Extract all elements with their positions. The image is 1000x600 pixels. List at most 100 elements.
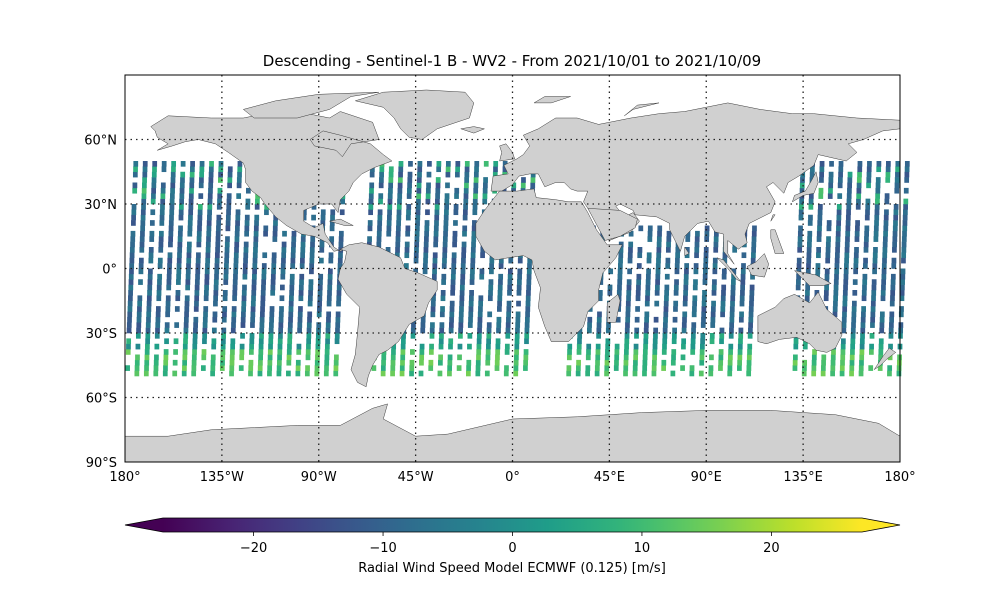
swath-cell <box>248 359 254 366</box>
swath-cell <box>409 370 414 377</box>
swath-cell <box>864 214 870 221</box>
swath-cell <box>264 204 270 210</box>
swath-cell <box>326 316 331 323</box>
swath-cell <box>817 209 823 216</box>
swath-cell <box>841 322 847 328</box>
swath-cell <box>329 225 335 232</box>
swath-cell <box>439 322 445 328</box>
swath-cell <box>714 230 719 237</box>
swath-cell <box>798 225 803 232</box>
swath-cell <box>258 349 264 355</box>
swath-cell <box>517 268 523 275</box>
swath-cell <box>626 284 632 291</box>
swath-cell <box>396 225 401 232</box>
swath-cell <box>136 322 142 328</box>
swath-cell <box>516 290 522 296</box>
swath-cell <box>425 209 430 216</box>
swath-cell <box>485 359 491 366</box>
swath-cell <box>604 359 610 366</box>
swath-cell <box>738 327 744 334</box>
swath-cell <box>127 311 133 318</box>
swath-cell <box>869 343 874 350</box>
swath-cell <box>410 333 416 339</box>
swath-cell <box>466 365 471 371</box>
swath-cell <box>230 349 235 355</box>
swath-cell <box>319 241 325 248</box>
land-iceland <box>460 126 486 134</box>
swath-cell <box>286 349 292 355</box>
swath-cell <box>396 214 402 221</box>
swath-cell <box>819 171 825 178</box>
swath-cell <box>825 257 831 264</box>
swath-cell <box>411 322 416 328</box>
swath-cell <box>871 295 876 302</box>
swath-cell <box>368 193 374 199</box>
swath-cell <box>473 187 479 194</box>
swath-cell <box>295 370 301 377</box>
swath-cell <box>501 187 507 194</box>
swath-cell <box>845 230 851 237</box>
swath-cell <box>244 220 250 226</box>
gridlines <box>125 75 900 462</box>
swath-cell <box>388 171 394 178</box>
swath-cell <box>155 327 160 334</box>
swath-cell <box>701 311 707 318</box>
swath-cell <box>399 370 405 377</box>
swath-cell <box>587 316 593 323</box>
swath-cell <box>655 273 661 280</box>
swath-cell <box>320 220 326 226</box>
swath-cell <box>815 268 821 275</box>
swath-cell <box>248 370 253 377</box>
swath-cell <box>170 171 176 178</box>
swath-cell <box>820 370 826 377</box>
swath-cell <box>464 161 470 167</box>
swath-cell <box>460 268 466 275</box>
swath-cell <box>849 359 855 366</box>
swath-cell <box>252 257 258 264</box>
swath-cell <box>886 161 891 167</box>
swath-cell <box>517 279 522 285</box>
swath-cell <box>426 171 432 178</box>
swath-cell <box>638 225 644 232</box>
swath-cell <box>189 182 195 189</box>
swath-cell <box>414 236 420 242</box>
swath-cell <box>160 204 165 210</box>
swath-cell <box>177 236 183 242</box>
swath-cell <box>243 257 248 264</box>
swath-cell <box>457 343 463 350</box>
swath-cell <box>480 247 486 253</box>
swath-cell <box>846 204 852 210</box>
swath-cell <box>634 327 640 334</box>
swath-cell <box>177 247 183 253</box>
swath-cell <box>416 187 422 194</box>
swath-cell <box>315 338 321 345</box>
swath-cell <box>404 247 410 253</box>
swath-cell <box>731 279 736 285</box>
swath-cell <box>455 166 460 173</box>
swath-cell <box>381 354 387 361</box>
swath-cell <box>137 306 142 312</box>
swath-cell <box>729 311 735 318</box>
swath-cell <box>643 333 649 339</box>
swath-cell <box>685 230 691 237</box>
swath-cell <box>904 171 910 178</box>
swath-cell <box>882 252 888 259</box>
swath-cell <box>720 306 726 312</box>
swath-cell <box>239 349 245 355</box>
swath-cell <box>694 247 700 253</box>
swath-cell <box>434 214 440 221</box>
land-sri-lanka <box>684 246 690 257</box>
swath-cell <box>432 252 438 259</box>
swath-cell <box>413 252 419 259</box>
swath-cell <box>891 257 897 264</box>
swath-cell <box>889 300 895 307</box>
swath-cell <box>739 300 745 307</box>
swath-cell <box>371 365 377 371</box>
swath-cell <box>673 306 678 312</box>
swath-cell <box>633 359 638 366</box>
swath-cell <box>380 365 386 371</box>
swath-cell <box>713 236 719 242</box>
swath-cell <box>277 354 282 361</box>
swath-cell <box>310 236 316 242</box>
swath-cell <box>811 365 817 371</box>
